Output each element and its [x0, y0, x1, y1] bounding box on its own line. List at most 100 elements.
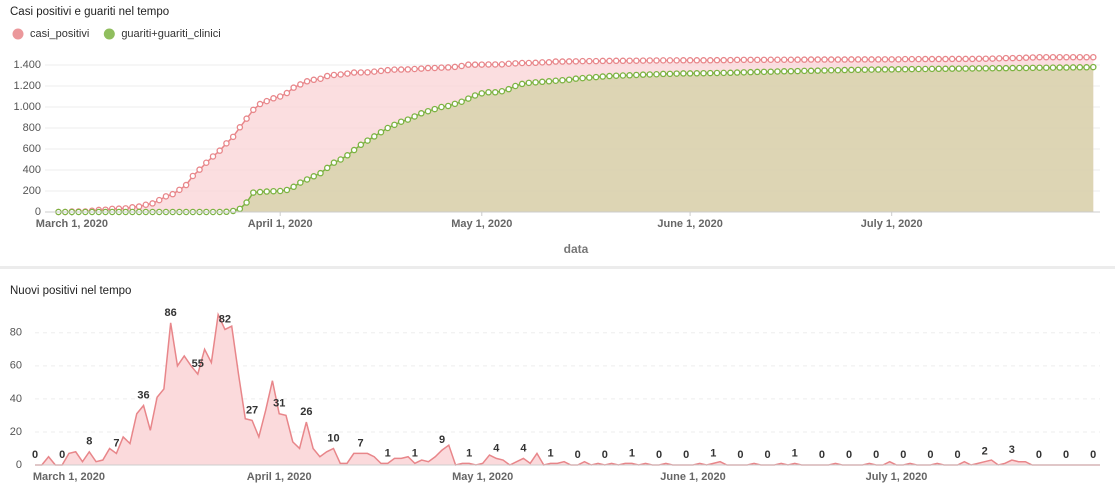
data-label: 0 [765, 449, 771, 461]
point [948, 65, 956, 72]
point [901, 65, 909, 73]
point [874, 56, 882, 63]
point [397, 118, 405, 125]
point [780, 56, 788, 64]
point [391, 121, 398, 129]
point [512, 82, 519, 90]
point [276, 93, 284, 100]
point [666, 70, 674, 78]
point [290, 84, 297, 91]
point [720, 69, 727, 77]
point [767, 68, 774, 75]
point [801, 67, 808, 75]
point [303, 176, 311, 183]
data-label: 31 [273, 398, 285, 410]
point [350, 146, 358, 154]
point [418, 110, 425, 117]
data-label: 4 [520, 442, 527, 454]
point [666, 57, 674, 64]
data-label: 0 [1036, 449, 1042, 461]
point [229, 207, 237, 215]
point [344, 70, 351, 77]
point [754, 68, 761, 76]
point [1056, 53, 1063, 61]
point [827, 56, 835, 63]
data-label: 0 [602, 449, 608, 461]
data-label: 1 [385, 447, 391, 459]
point [559, 76, 566, 84]
point [639, 71, 647, 78]
point [276, 187, 284, 195]
point [256, 188, 264, 196]
point [727, 56, 734, 64]
point [821, 67, 828, 74]
point [787, 56, 795, 64]
point [653, 70, 660, 78]
point [525, 79, 533, 87]
point [532, 79, 539, 86]
area-fill [58, 67, 1094, 212]
point [539, 78, 546, 86]
point [243, 115, 250, 122]
point [229, 133, 237, 141]
point [518, 59, 526, 67]
point [606, 57, 613, 65]
point [485, 89, 492, 96]
point [263, 188, 271, 195]
point [693, 57, 701, 64]
y-tick-label: 1.400 [13, 59, 41, 71]
point [1076, 64, 1084, 71]
data-label: 0 [846, 449, 852, 461]
x-tick-label: July 1, 2020 [866, 471, 928, 483]
y-tick-label: 0 [16, 459, 22, 471]
point [848, 56, 855, 63]
divider [0, 266, 1115, 269]
point [216, 147, 223, 154]
point [915, 65, 922, 73]
point [1069, 53, 1077, 61]
point [1056, 64, 1063, 71]
point [270, 187, 277, 195]
data-label: 0 [873, 449, 879, 461]
point [653, 57, 660, 64]
y-tick-label: 80 [10, 327, 22, 339]
point [767, 56, 774, 64]
y-tick-label: 40 [10, 393, 22, 405]
point [1083, 53, 1090, 61]
point [1049, 64, 1057, 71]
point [713, 69, 721, 77]
point [263, 97, 271, 105]
point [357, 69, 365, 76]
point [989, 55, 996, 62]
point [223, 140, 230, 147]
point [586, 57, 593, 65]
point [727, 69, 734, 77]
point [532, 59, 539, 67]
point [1076, 53, 1084, 61]
point [1009, 64, 1016, 72]
point [955, 65, 963, 72]
point [686, 70, 694, 77]
point [982, 55, 990, 62]
point [505, 60, 512, 67]
point [162, 193, 170, 200]
point [895, 56, 902, 63]
point [908, 55, 916, 63]
point [572, 58, 580, 65]
point [848, 66, 855, 74]
point [465, 61, 472, 68]
point [646, 57, 654, 64]
point [250, 189, 257, 196]
point [545, 78, 553, 85]
point [525, 59, 533, 67]
point [626, 72, 633, 79]
point [552, 58, 559, 65]
x-tick-label: March 1, 2020 [33, 471, 105, 483]
point [827, 67, 835, 74]
point [619, 57, 627, 65]
point [982, 65, 990, 72]
point [458, 62, 465, 70]
point [760, 56, 768, 64]
point [841, 56, 848, 63]
